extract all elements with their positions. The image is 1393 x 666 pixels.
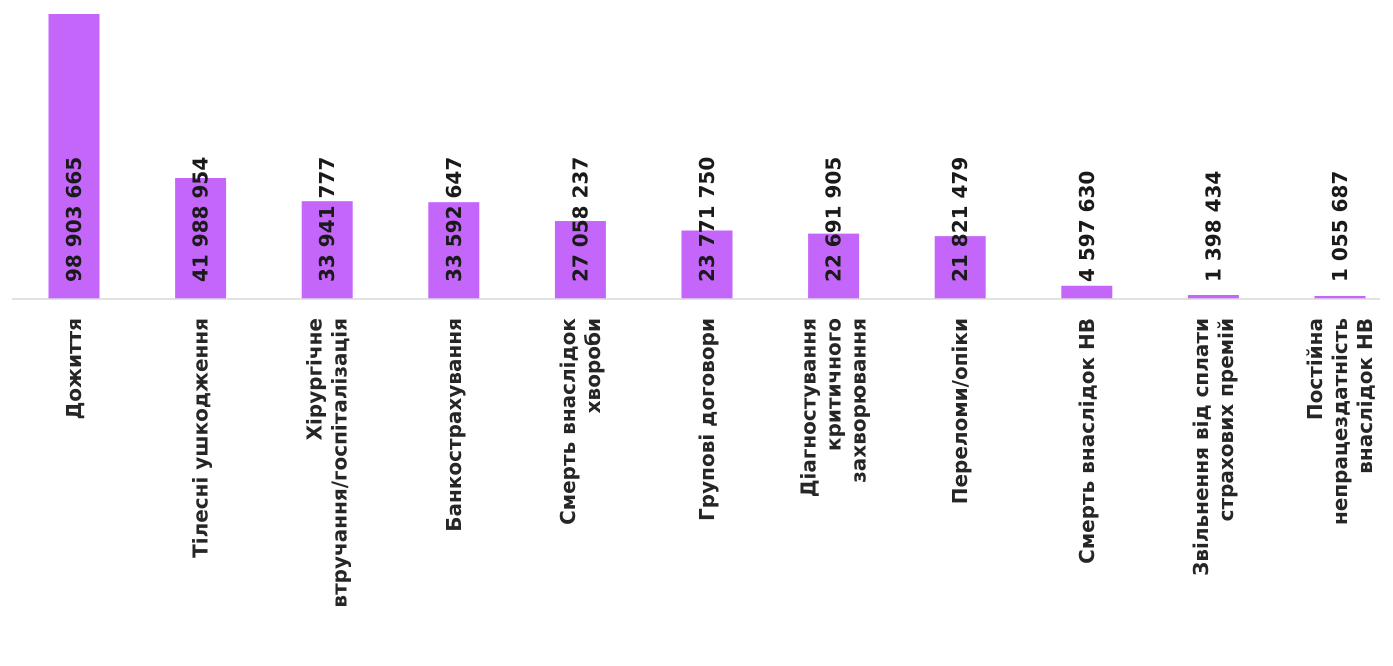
value-label-9: 1 398 434 <box>1201 171 1225 282</box>
category-label-4-line-1: хвороби <box>581 318 605 413</box>
value-label-10: 1 055 687 <box>1328 171 1352 282</box>
bar-0 <box>48 14 100 299</box>
category-label-10-line-0: Постійна <box>1303 318 1327 420</box>
value-label-8: 4 597 630 <box>1075 171 1099 282</box>
bar-3 <box>428 202 480 299</box>
value-label-0: 98 903 665 <box>62 157 86 282</box>
category-label-6-line-0: Діагностування <box>797 318 821 497</box>
category-label-3-line-0: Банкострахування <box>442 318 466 532</box>
bar-1 <box>175 178 227 299</box>
bar-9 <box>1187 294 1239 299</box>
bar-6 <box>808 233 860 299</box>
category-label-5-line-0: Групові договори <box>695 318 719 521</box>
category-label-0-line-0: Дожиття <box>62 318 86 420</box>
value-label-5: 23 771 750 <box>695 157 719 282</box>
category-label-7-line-0: Переломи/опіки <box>948 318 972 504</box>
category-label-9-line-0: Звільнення від сплати <box>1189 318 1213 576</box>
value-label-7: 21 821 479 <box>948 157 972 282</box>
bar-5 <box>681 230 733 299</box>
category-label-6-line-2: захворювання <box>847 318 871 483</box>
category-label-1-line-0: Тілесні ушкодження <box>189 318 213 558</box>
value-label-6: 22 691 905 <box>822 157 846 282</box>
category-label-10-line-1: непрацездатність <box>1328 318 1352 525</box>
category-label-6-line-1: критичного <box>822 318 846 451</box>
category-label-8-line-0: Смерть внаслідок НВ <box>1075 318 1099 564</box>
bar-7 <box>934 236 986 299</box>
category-labels-layer: Дожиття Тілесні ушкодження Хірургічне втруч… <box>62 318 1377 608</box>
bar-8 <box>1061 285 1113 299</box>
bar-2 <box>301 201 353 299</box>
category-label-2-line-0: Хірургічне <box>303 318 327 440</box>
value-label-2: 33 941 777 <box>315 157 339 282</box>
bar-4 <box>554 221 606 299</box>
value-label-4: 27 058 237 <box>568 157 592 282</box>
category-label-10-line-2: внаслідок НВ <box>1353 318 1377 474</box>
category-label-9-line-1: страхових премій <box>1214 318 1238 521</box>
value-label-3: 33 592 647 <box>442 157 466 282</box>
category-label-4-line-0: Смерть внаслідок <box>556 318 580 525</box>
value-labels-layer: 98 903 665 41 988 954 33 941 777 33 592 647… <box>62 157 1352 282</box>
bars-layer <box>48 14 1366 299</box>
category-label-2-line-1: втручання/госпіталізація <box>328 318 352 608</box>
value-label-1: 41 988 954 <box>189 157 213 282</box>
bar-10 <box>1314 295 1366 299</box>
